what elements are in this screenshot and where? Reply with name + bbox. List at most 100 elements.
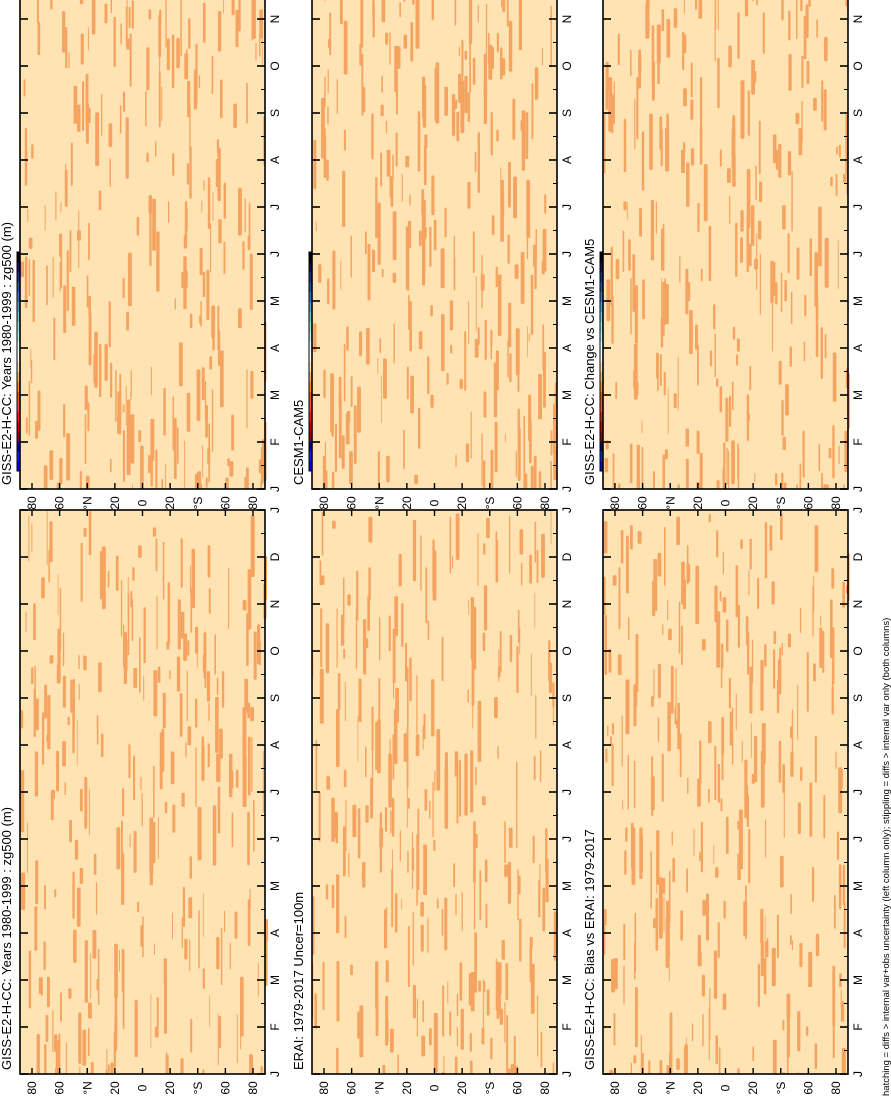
field-streak xyxy=(181,792,185,807)
y-tick-label: 60 xyxy=(345,496,359,510)
x-tick-label: J xyxy=(268,507,282,513)
field-streak xyxy=(516,646,519,694)
field-streak xyxy=(156,595,158,650)
field-streak xyxy=(231,414,235,451)
y-tick-label: 60 xyxy=(218,496,232,510)
field-streak xyxy=(788,54,792,91)
field-streak xyxy=(189,313,193,328)
field-streak xyxy=(408,294,410,330)
field-streak xyxy=(46,511,48,566)
field-streak xyxy=(686,563,691,583)
field-streak xyxy=(611,723,614,735)
field-streak xyxy=(386,455,390,483)
field-streak xyxy=(683,88,687,107)
field-streak xyxy=(469,1033,472,1052)
field-streak xyxy=(483,85,488,125)
field-streak xyxy=(431,679,435,737)
field-streak xyxy=(348,852,350,878)
field-streak xyxy=(470,750,474,813)
field-streak xyxy=(697,202,700,233)
field-streak xyxy=(459,759,461,817)
y-tick-label: 80 xyxy=(538,1081,552,1095)
field-streak xyxy=(731,440,735,485)
field-streak xyxy=(490,112,493,156)
field-streak xyxy=(152,198,156,251)
footnote-group: hatching = diffs > internal var+obs unce… xyxy=(881,618,891,1096)
field-streak xyxy=(638,49,641,89)
field-streak xyxy=(56,750,59,792)
field-streak xyxy=(195,747,197,808)
field-streak xyxy=(621,715,623,767)
panels: J F M A M J J A S O N D J 80 60 °N 20 0 20 °S 60 80 GISS-E2-H-… xyxy=(0,0,865,1095)
field-streak xyxy=(331,884,335,909)
field-streak xyxy=(502,0,506,12)
field-streak xyxy=(682,31,685,71)
field-streak xyxy=(246,467,249,489)
y-tick-label: 60 xyxy=(636,496,650,510)
field-streak xyxy=(495,266,498,288)
field-streak xyxy=(838,445,840,465)
field-streak xyxy=(176,656,181,692)
field-streak xyxy=(700,821,703,873)
field-streak xyxy=(31,667,34,685)
field-streak xyxy=(608,77,613,132)
field-streak xyxy=(754,472,756,483)
field-streak xyxy=(390,178,394,207)
field-streak xyxy=(836,831,840,860)
x-tick-label: D xyxy=(851,552,865,561)
field-streak xyxy=(392,211,397,260)
field-streak xyxy=(520,562,523,586)
field-streak xyxy=(251,0,254,41)
field-streak xyxy=(139,637,141,693)
field-streak xyxy=(107,1064,110,1074)
field-streak xyxy=(84,940,88,1003)
field-streak xyxy=(416,834,420,891)
field-streak xyxy=(676,516,680,545)
field-streak xyxy=(623,923,626,961)
field-streak xyxy=(464,76,468,114)
field-streak xyxy=(799,463,802,489)
field-streak xyxy=(699,952,702,967)
x-tick-label: N xyxy=(268,600,282,609)
field-streak xyxy=(401,603,404,647)
field-streak xyxy=(539,863,541,912)
field-streak xyxy=(70,142,73,186)
x-tick-label: F xyxy=(851,438,865,445)
field-streak xyxy=(633,760,636,809)
field-streak xyxy=(756,0,758,6)
field-streak xyxy=(659,1060,663,1074)
field-streak xyxy=(318,264,322,283)
field-streak xyxy=(315,740,318,793)
field-streak xyxy=(662,454,665,489)
field-streak xyxy=(228,567,230,629)
field-streak xyxy=(611,959,615,993)
field-streak xyxy=(407,850,409,873)
field-streak xyxy=(259,9,263,39)
field-streak xyxy=(99,550,103,600)
field-streak xyxy=(324,441,326,480)
field-streak xyxy=(110,0,112,14)
field-streak xyxy=(238,188,242,236)
field-streak xyxy=(411,832,413,890)
field-streak xyxy=(79,867,84,884)
field-streak xyxy=(538,471,542,489)
field-streak xyxy=(679,733,682,778)
field-streak xyxy=(603,113,606,174)
x-tick-label: D xyxy=(560,552,574,561)
field-streak xyxy=(706,893,709,941)
field-streak xyxy=(372,5,375,38)
field-streak xyxy=(504,433,506,443)
field-streak xyxy=(501,0,503,8)
field-streak xyxy=(246,82,248,124)
x-tick-label: J xyxy=(560,1071,574,1077)
y-tick-label: °S xyxy=(774,497,788,510)
field-streak xyxy=(497,274,502,336)
x-tick-label: S xyxy=(560,109,574,117)
field-streak xyxy=(140,776,142,791)
field-streak xyxy=(399,830,401,862)
field-streak xyxy=(751,0,755,1)
field-streak xyxy=(727,168,731,183)
field-streak xyxy=(69,230,72,273)
field-streak xyxy=(500,167,502,213)
field-streak xyxy=(750,722,752,759)
